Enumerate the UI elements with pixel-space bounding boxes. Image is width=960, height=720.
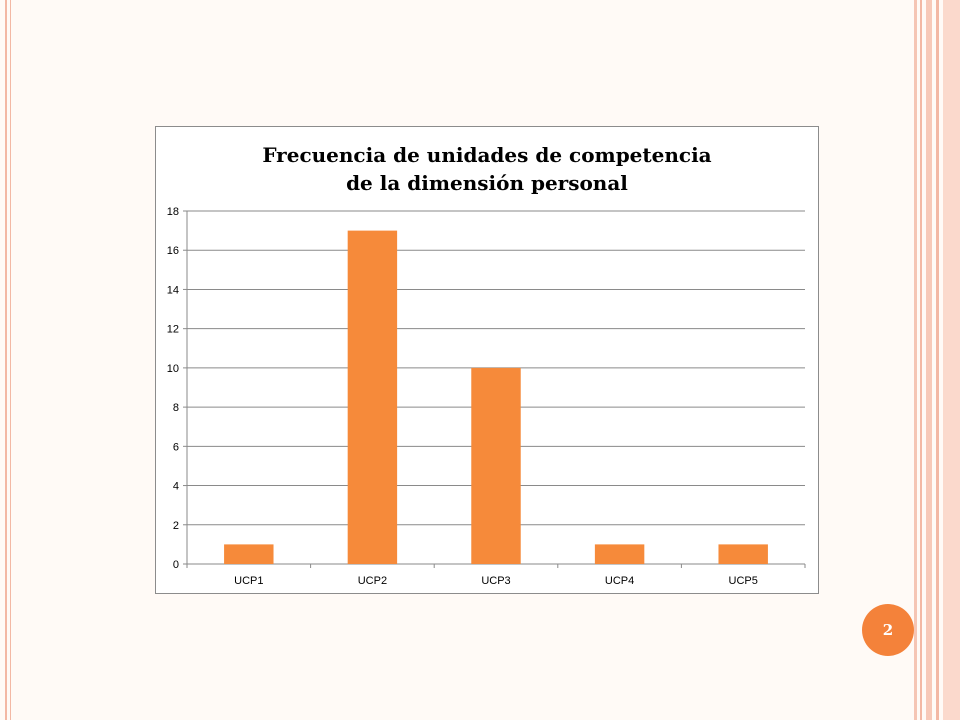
y-tick-label: 0: [173, 559, 179, 571]
chart-title-line: de la dimensión personal: [346, 171, 628, 195]
x-tick-label: UCP2: [358, 575, 387, 587]
y-tick-label: 16: [167, 245, 179, 257]
bar: [471, 367, 521, 564]
right-stripe: [914, 0, 917, 720]
chart-title-line: Frecuencia de unidades de competencia: [262, 143, 712, 167]
bar: [224, 544, 274, 564]
y-tick-label: 12: [167, 324, 179, 336]
left-border-decoration: [0, 0, 22, 720]
y-tick-label: 10: [167, 363, 179, 375]
left-border-line: [5, 0, 7, 720]
chart-title: Frecuencia de unidades de competencia de…: [156, 141, 818, 197]
y-tick-label: 18: [167, 206, 179, 218]
right-stripe: [943, 0, 960, 720]
right-stripe: [926, 0, 932, 720]
y-tick-label: 2: [173, 520, 179, 532]
chart-frame: Frecuencia de unidades de competencia de…: [155, 126, 819, 594]
right-stripe: [936, 0, 939, 720]
x-tick-label: UCP5: [729, 575, 758, 587]
bar-chart-plot: 0 2 4 6 8 10 12 14 16 18 UCP1 UCP2 UCP3 UCP4 UCP5: [167, 206, 806, 587]
x-tick-label: UCP3: [481, 575, 510, 587]
bar: [594, 544, 645, 564]
page-number-badge: 2: [862, 604, 914, 656]
y-tick-label: 6: [173, 441, 179, 453]
x-tick-label: UCP1: [234, 575, 263, 587]
y-tick-label: 4: [173, 481, 179, 493]
y-tick-label: 14: [167, 284, 179, 296]
x-tick-label: UCP4: [605, 575, 634, 587]
right-stripe: [920, 0, 922, 720]
y-tick-label: 8: [173, 402, 179, 414]
right-stripe-decoration: [914, 0, 960, 720]
left-border-line: [10, 0, 11, 720]
bar: [347, 230, 398, 564]
page-number: 2: [882, 621, 894, 639]
bar: [718, 544, 768, 564]
